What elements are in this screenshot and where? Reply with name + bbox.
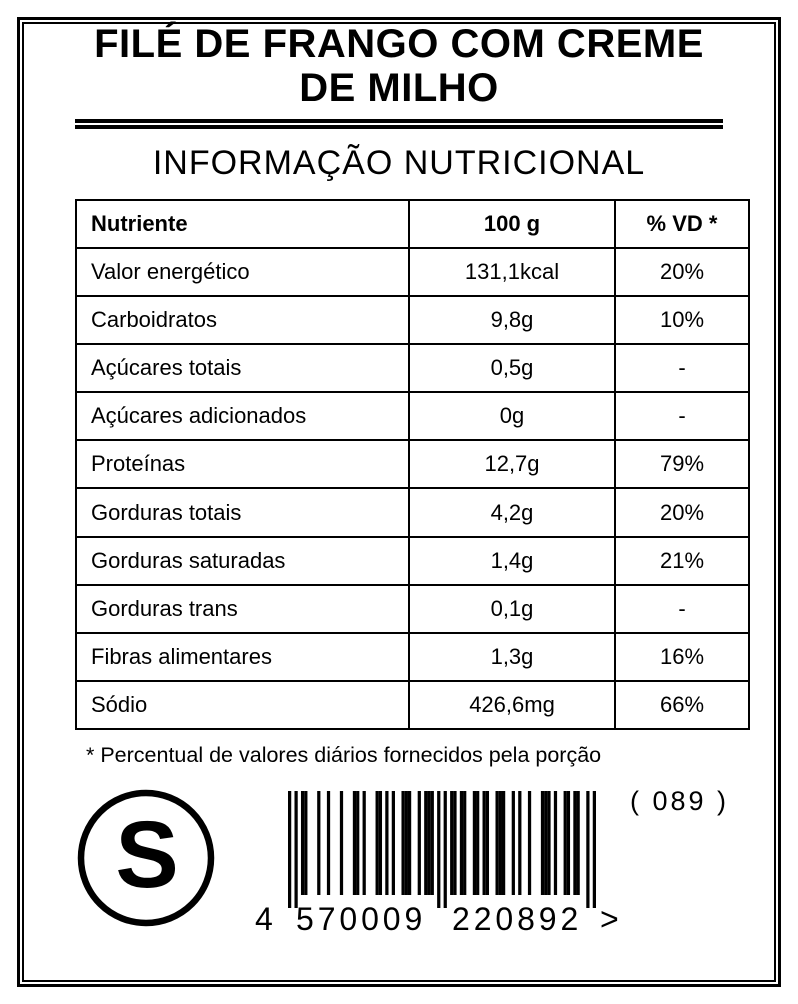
svg-text:S: S	[115, 802, 178, 908]
